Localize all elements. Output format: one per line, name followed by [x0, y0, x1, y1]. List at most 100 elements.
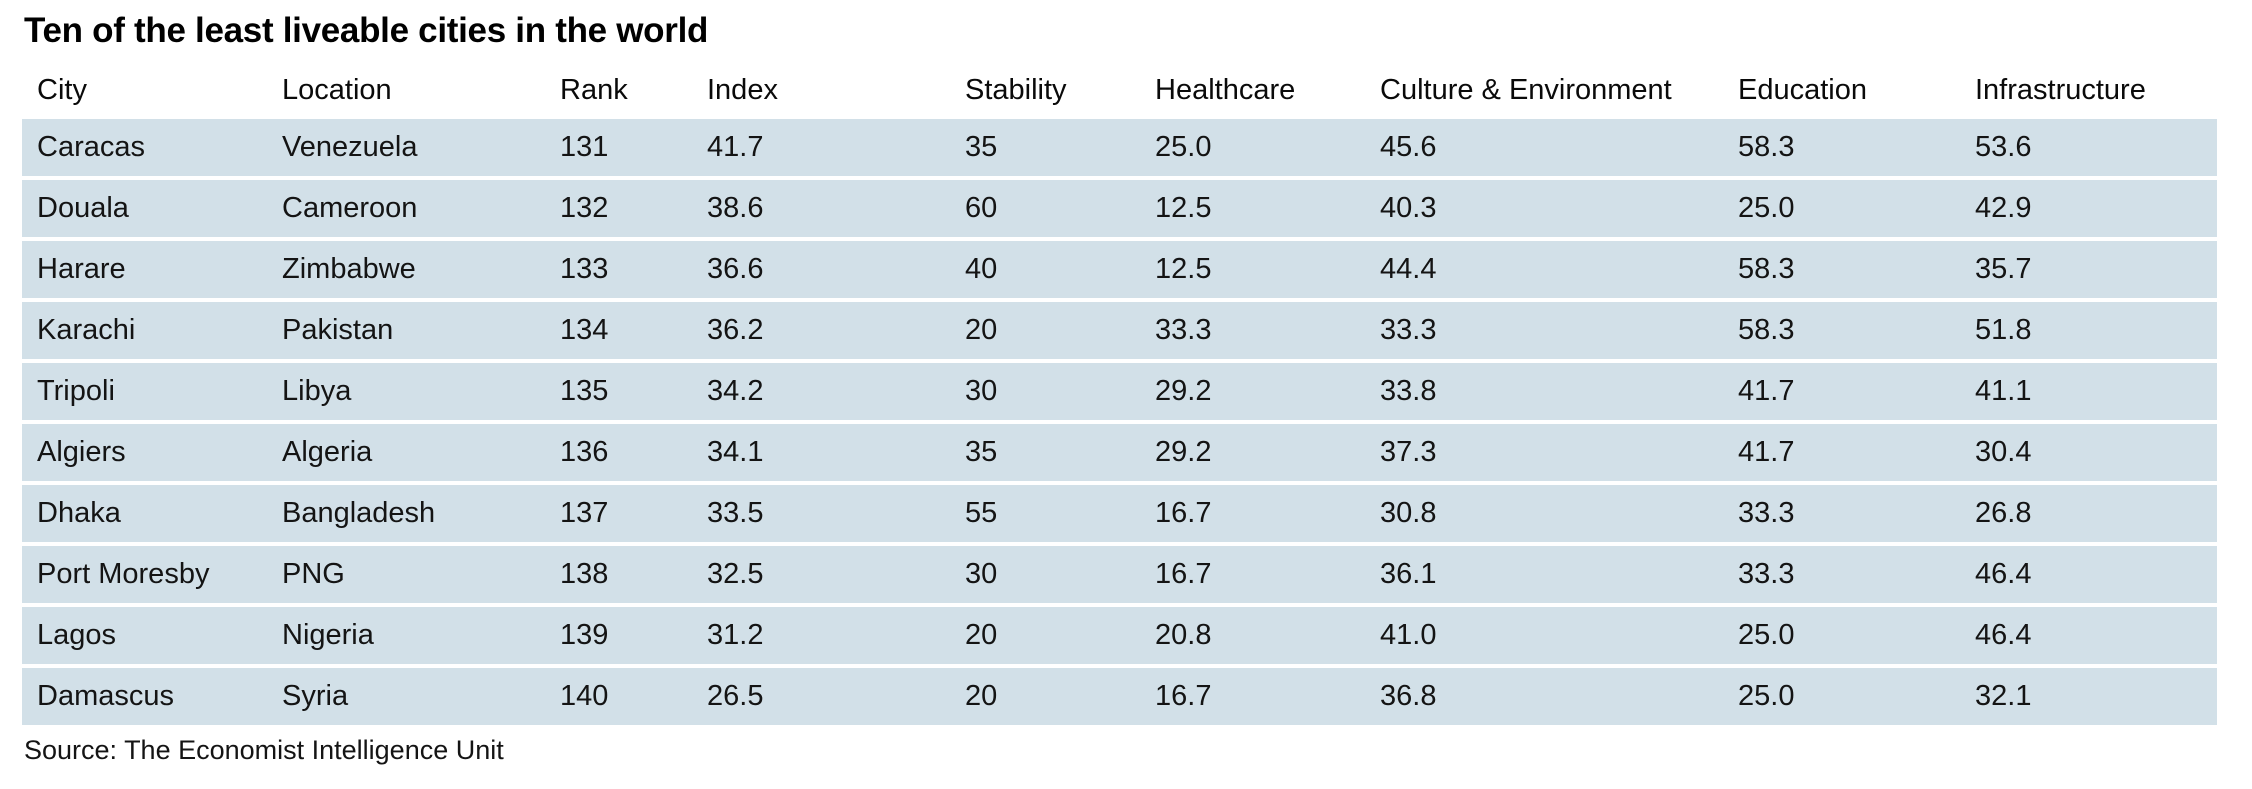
table-cell: Pakistan	[267, 302, 545, 359]
table-cell: 58.3	[1723, 119, 1960, 176]
table-cell: Venezuela	[267, 119, 545, 176]
table-row: Karachi Pakistan 134 36.2 20 33.3 33.3 58.3 51.8	[22, 302, 2217, 359]
table-cell: 46.4	[1960, 607, 2217, 664]
table-cell: 34.1	[692, 424, 950, 481]
table-cell: Karachi	[22, 302, 267, 359]
column-header-index: Index	[707, 74, 778, 106]
column-header-rank: Rank	[560, 74, 628, 106]
table-cell: 35.7	[1960, 241, 2217, 298]
table-header: City Location Rank Index Stability Healthcare…	[22, 58, 2217, 115]
table-cell: 139	[545, 607, 692, 664]
table-cell: 29.2	[1140, 363, 1365, 420]
table-cell: 60	[950, 180, 1140, 237]
table-cell: 42.9	[1960, 180, 2217, 237]
table-cell: Port Moresby	[22, 546, 267, 603]
table-cell: Libya	[267, 363, 545, 420]
table-cell: 135	[545, 363, 692, 420]
table-cell: 30	[950, 363, 1140, 420]
column-header-location: Location	[282, 74, 392, 106]
table-cell: 51.8	[1960, 302, 2217, 359]
liveability-table: City Location Rank Index Stability Healthcare…	[22, 54, 2217, 729]
table-cell: 33.3	[1140, 302, 1365, 359]
table-cell: 58.3	[1723, 241, 1960, 298]
table-cell: 16.7	[1140, 546, 1365, 603]
table-cell: 33.8	[1365, 363, 1723, 420]
table-cell: 46.4	[1960, 546, 2217, 603]
table-row: Port Moresby PNG 138 32.5 30 16.7 36.1 33.3 46.4	[22, 546, 2217, 603]
table-cell: 138	[545, 546, 692, 603]
table-cell: Bangladesh	[267, 485, 545, 542]
table-cell: 36.8	[1365, 668, 1723, 725]
column-header-stability: Stability	[965, 74, 1067, 106]
table-cell: 20	[950, 302, 1140, 359]
table-cell: 36.6	[692, 241, 950, 298]
page-title: Ten of the least liveable cities in the …	[24, 11, 709, 50]
table-cell: 20	[950, 668, 1140, 725]
table-cell: 58.3	[1723, 302, 1960, 359]
table-cell: 36.1	[1365, 546, 1723, 603]
table-cell: 26.5	[692, 668, 950, 725]
table-cell: 20	[950, 607, 1140, 664]
table-cell: 55	[950, 485, 1140, 542]
table-cell: Nigeria	[267, 607, 545, 664]
column-header-city: City	[37, 74, 87, 106]
table-cell: 30.4	[1960, 424, 2217, 481]
table-cell: 33.3	[1723, 485, 1960, 542]
table-cell: 133	[545, 241, 692, 298]
table-row: Lagos Nigeria 139 31.2 20 20.8 41.0 25.0 46.4	[22, 607, 2217, 664]
table-cell: Tripoli	[22, 363, 267, 420]
table-cell: 32.5	[692, 546, 950, 603]
table-cell: 132	[545, 180, 692, 237]
table-cell: 40	[950, 241, 1140, 298]
table-cell: 44.4	[1365, 241, 1723, 298]
column-header-infrastructure: Infrastructure	[1975, 74, 2146, 106]
table-cell: 30.8	[1365, 485, 1723, 542]
table-cell: 33.3	[1365, 302, 1723, 359]
table-cell: Harare	[22, 241, 267, 298]
table-cell: 12.5	[1140, 241, 1365, 298]
table-cell: 31.2	[692, 607, 950, 664]
table-cell: Dhaka	[22, 485, 267, 542]
table-row: Damascus Syria 140 26.5 20 16.7 36.8 25.0 32.1	[22, 668, 2217, 725]
table-cell: Algeria	[267, 424, 545, 481]
source-note: Source: The Economist Intelligence Unit	[24, 735, 504, 765]
table-cell: Algiers	[22, 424, 267, 481]
table-cell: 32.1	[1960, 668, 2217, 725]
table-cell: Caracas	[22, 119, 267, 176]
table-cell: 33.5	[692, 485, 950, 542]
table-cell: 140	[545, 668, 692, 725]
table-cell: 34.2	[692, 363, 950, 420]
table-cell: 41.7	[1723, 363, 1960, 420]
table-cell: 30	[950, 546, 1140, 603]
table-row: Tripoli Libya 135 34.2 30 29.2 33.8 41.7 41.1	[22, 363, 2217, 420]
table-cell: Zimbabwe	[267, 241, 545, 298]
table-cell: Douala	[22, 180, 267, 237]
table-cell: 36.2	[692, 302, 950, 359]
table-row: Douala Cameroon 132 38.6 60 12.5 40.3 25.0 42.9	[22, 180, 2217, 237]
table-cell: 26.8	[1960, 485, 2217, 542]
table-cell: 35	[950, 424, 1140, 481]
table-cell: 131	[545, 119, 692, 176]
column-header-culture-environment: Culture & Environment	[1380, 74, 1672, 106]
table-cell: 40.3	[1365, 180, 1723, 237]
header-row: City Location Rank Index Stability Healthcare…	[22, 58, 2217, 115]
table-cell: 20.8	[1140, 607, 1365, 664]
table-row: Algiers Algeria 136 34.1 35 29.2 37.3 41.7 30.4	[22, 424, 2217, 481]
table-cell: 37.3	[1365, 424, 1723, 481]
table-cell: Cameroon	[267, 180, 545, 237]
table-cell: Damascus	[22, 668, 267, 725]
table-cell: 41.7	[1723, 424, 1960, 481]
table-cell: 41.7	[692, 119, 950, 176]
table-cell: 38.6	[692, 180, 950, 237]
table-cell: 136	[545, 424, 692, 481]
table-row: Harare Zimbabwe 133 36.6 40 12.5 44.4 58.3 35.7	[22, 241, 2217, 298]
column-header-education: Education	[1738, 74, 1867, 106]
table-cell: 25.0	[1723, 180, 1960, 237]
table-cell: 16.7	[1140, 485, 1365, 542]
table-cell: Syria	[267, 668, 545, 725]
table-cell: 25.0	[1723, 607, 1960, 664]
table-cell: 29.2	[1140, 424, 1365, 481]
table-cell: 53.6	[1960, 119, 2217, 176]
column-header-healthcare: Healthcare	[1155, 74, 1296, 106]
table-cell: PNG	[267, 546, 545, 603]
